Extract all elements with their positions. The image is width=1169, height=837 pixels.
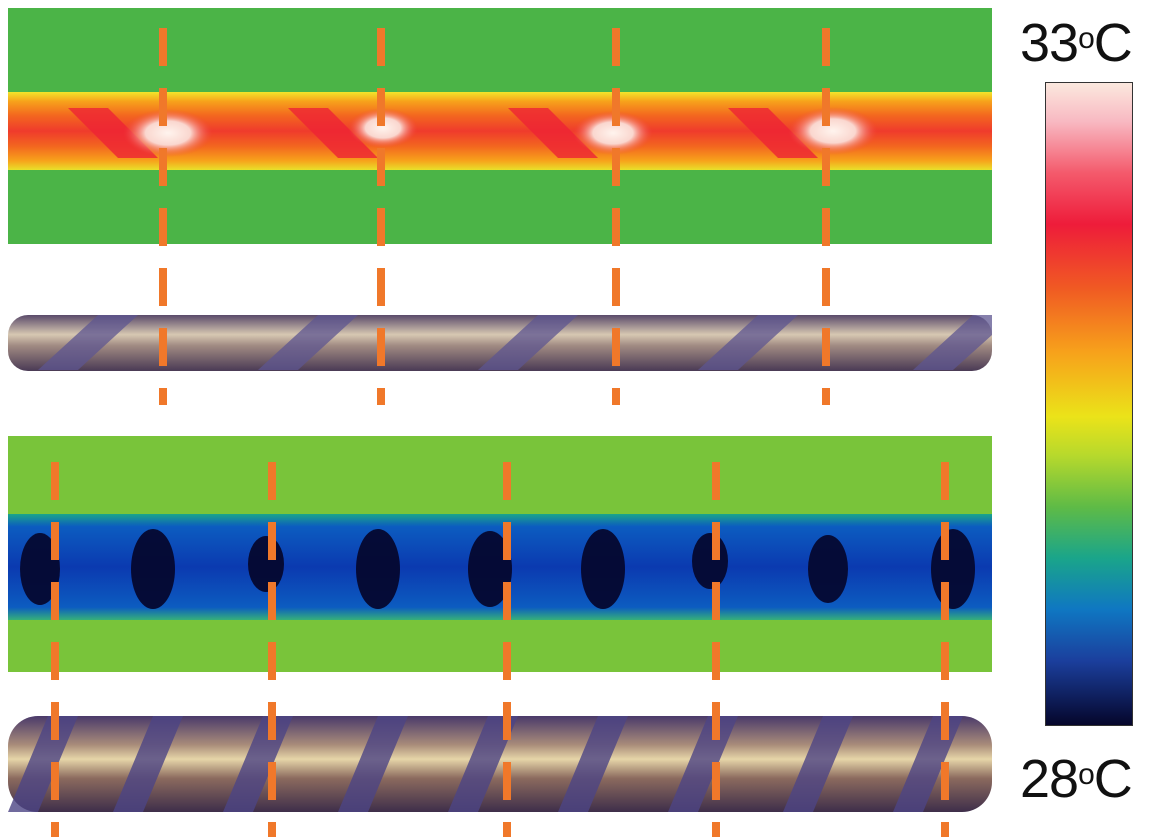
scale-min-label: 28oC xyxy=(1020,749,1133,809)
temperature-colorbar xyxy=(1045,82,1133,726)
thermal-image-cooled xyxy=(8,436,992,672)
twisted-fiber-photo-thin xyxy=(8,300,992,390)
thermal-image-heated xyxy=(8,8,992,244)
scale-max-label: 33oC xyxy=(1020,13,1133,73)
twisted-fiber-photo-thick xyxy=(8,708,992,820)
